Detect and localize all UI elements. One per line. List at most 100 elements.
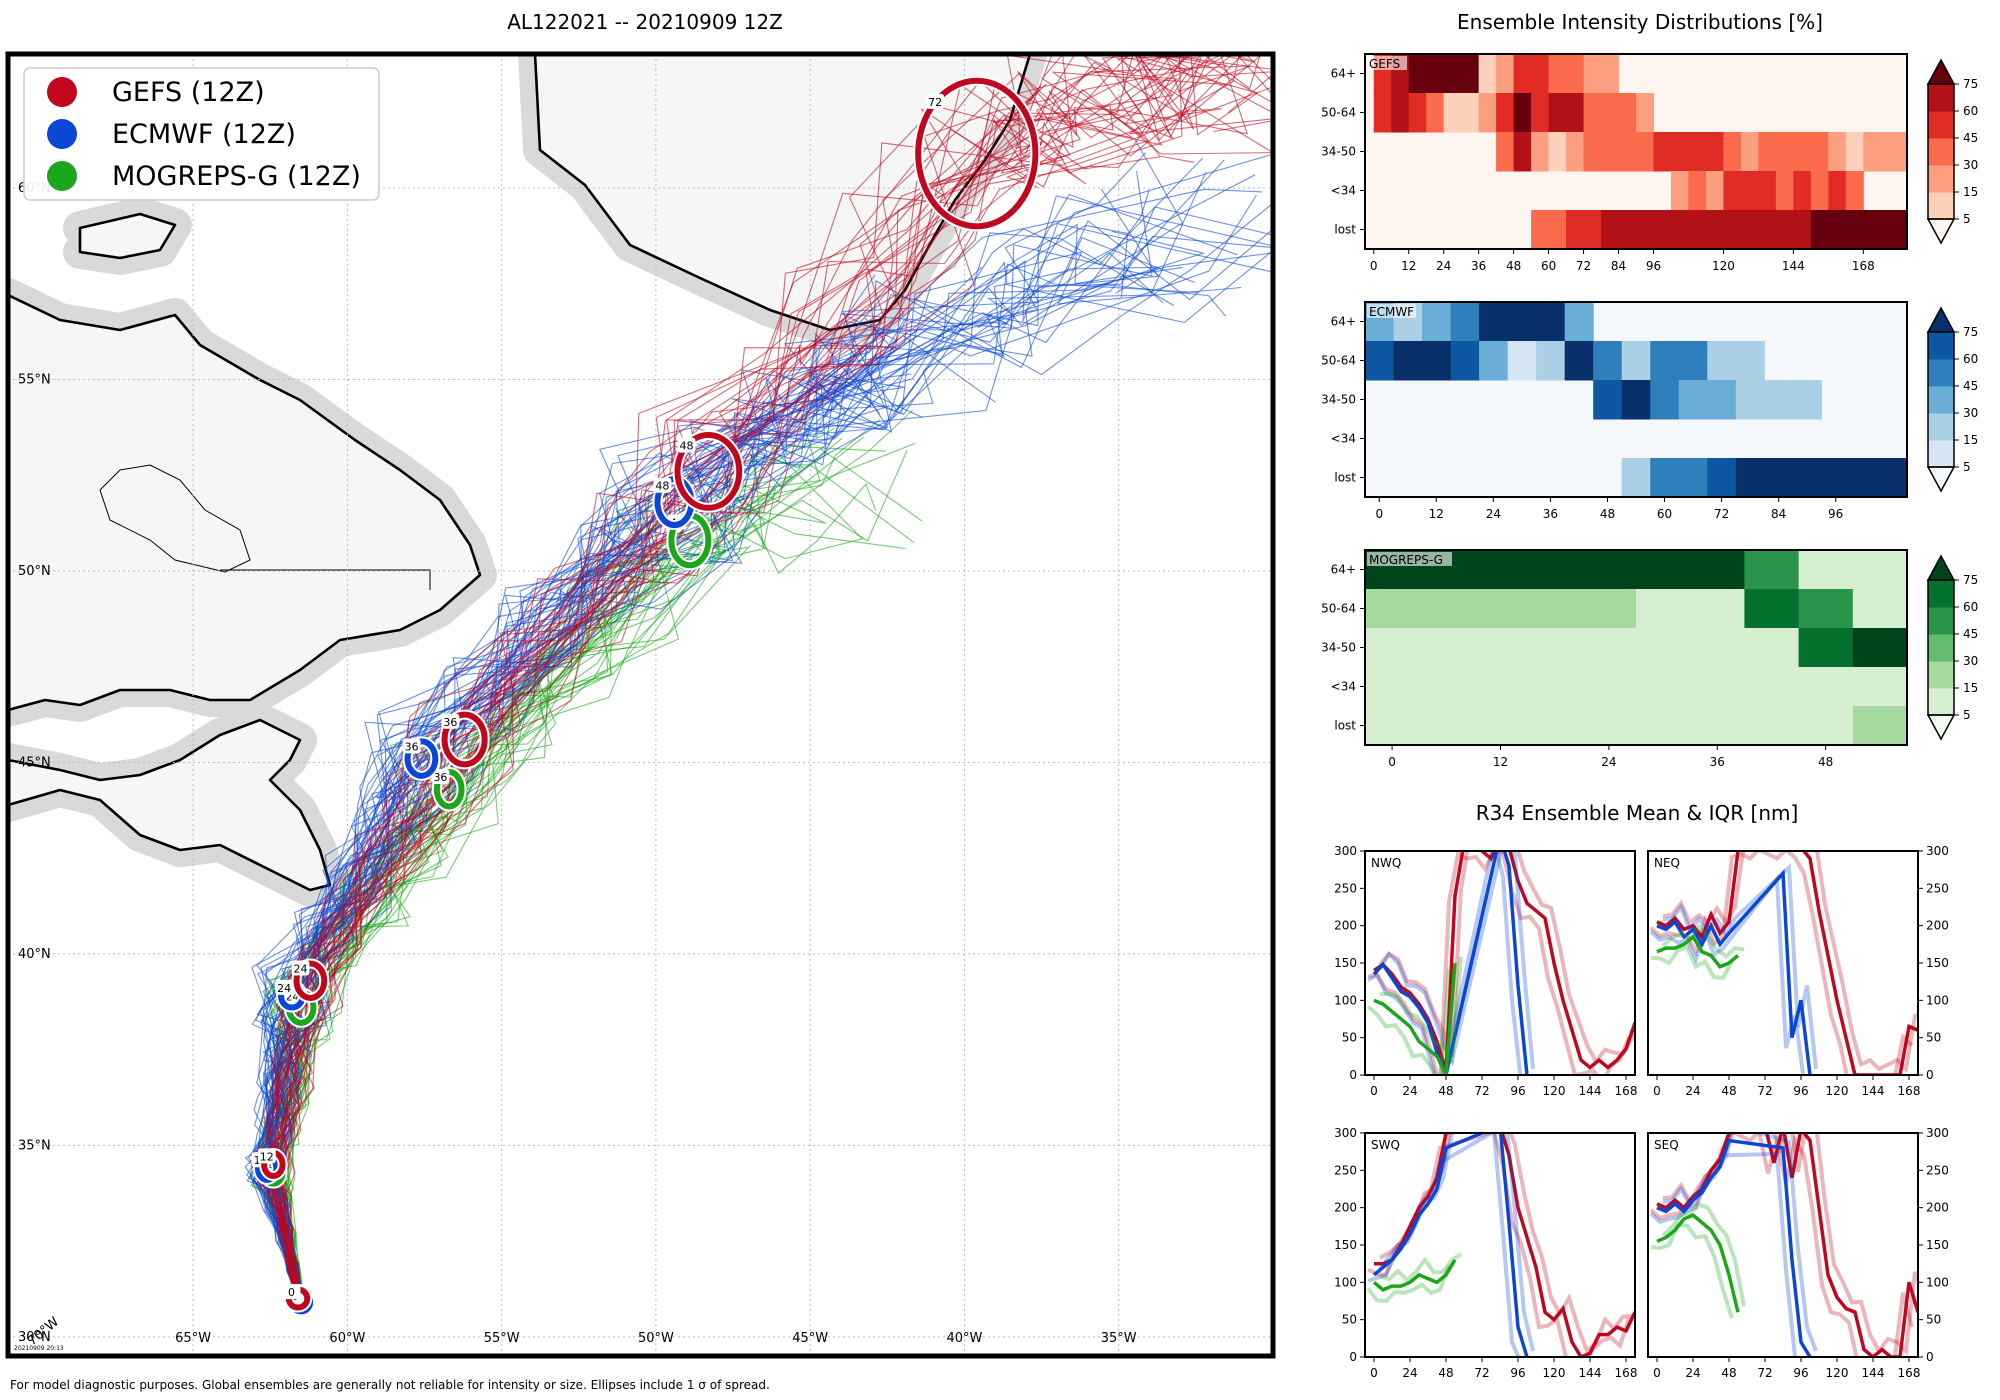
heatmap-cell	[1678, 380, 1737, 420]
heatmap-cell	[1653, 132, 1724, 172]
ellipse-hour-label: 36	[443, 716, 457, 729]
legend-box	[23, 67, 380, 201]
heatmap-cell	[1566, 210, 1602, 250]
y-tick-label: 0	[1349, 1068, 1357, 1082]
track-ellipse	[915, 77, 1039, 230]
r34-panel-background	[1365, 1133, 1635, 1357]
heatmap-cell	[1707, 458, 1737, 498]
r34-iqr-line	[1650, 944, 1734, 980]
x-tick-label: 24	[1601, 755, 1616, 769]
y-tick-label: 250	[1926, 881, 1949, 895]
y-tick-label: 100	[1334, 993, 1357, 1007]
x-tick-label: 60	[1657, 507, 1672, 521]
x-tick-label: 84	[1771, 507, 1786, 521]
heatmap-cell	[1426, 93, 1445, 133]
heatmap-cell	[1707, 341, 1765, 381]
x-tick-label: 144	[1579, 1084, 1602, 1098]
r34-quadrant-label: SWQ	[1371, 1138, 1400, 1152]
track-ellipse	[441, 711, 488, 768]
heatmap-name: MOGREPS-G	[1369, 553, 1443, 567]
heatmap-cell	[1621, 458, 1651, 498]
heatmap-cell	[1513, 93, 1532, 133]
map-axis-labels: 65°W 60°W 55°W 50°W 45°W 40°W 35°W 30°N 35°N 40°N…	[18, 181, 1137, 1346]
lon-label: 50°W	[638, 1331, 674, 1346]
heatmap-cell	[1531, 210, 1567, 250]
province-borders	[99, 464, 431, 590]
x-tick-label: 48	[1721, 1084, 1736, 1098]
ensemble-track-line	[262, 54, 1249, 1299]
colorbar-frame	[1927, 579, 1955, 716]
track-ellipse	[293, 960, 328, 1001]
ensemble-track-line	[276, 54, 1226, 1299]
heatmap-cell	[1688, 171, 1707, 211]
r34-iqr-line	[1366, 851, 1523, 1075]
row-label: 34-50	[1321, 393, 1356, 407]
heatmap-gefs: GEFS 64+ 50-64 34-50 <34 lost 0 12 24 36 48 60 72 84 9…	[1321, 53, 1978, 273]
colorbar-tick-label: 60	[1963, 104, 1978, 118]
legend-mogreps-label: MOGREPS-G (12Z)	[112, 161, 361, 192]
ellipse-hour-label: 12	[260, 1150, 274, 1163]
map-legend: GEFS (12Z) ECMWF (12Z) MOGREPS-G (12Z)	[23, 67, 380, 201]
heatmap-name-bg	[1367, 552, 1452, 566]
row-label: lost	[1334, 719, 1356, 733]
row-label: lost	[1334, 471, 1356, 485]
x-tick-label: 48	[1600, 507, 1615, 521]
lon-label: 40°W	[947, 1331, 983, 1346]
legend-gefs-label: GEFS (12Z)	[112, 77, 265, 108]
heatmap-cell	[1852, 706, 1908, 746]
r34-iqr-line	[1649, 873, 1806, 1075]
heatmap-cell	[1798, 589, 1854, 629]
y-tick-label: 50	[1926, 1313, 1941, 1327]
colorbar-tick-label: 60	[1963, 352, 1978, 366]
x-tick-label: 0	[1388, 755, 1396, 769]
ellipse-hour-label: 24	[277, 982, 291, 995]
y-tick-label: 200	[1926, 919, 1949, 933]
x-tick-label: 24	[1685, 1084, 1700, 1098]
r34-mean-line	[1372, 851, 1529, 1075]
y-tick-label: 250	[1334, 1163, 1357, 1177]
colorbar-extend-top	[1926, 306, 1956, 333]
heatmap-name: ECMWF	[1369, 305, 1414, 319]
x-tick-label: 0	[1370, 1084, 1378, 1098]
row-label: <34	[1331, 680, 1356, 694]
r34-mean-line	[1656, 851, 1918, 1075]
heatmap-cell	[1601, 210, 1707, 250]
row-label: <34	[1331, 184, 1356, 198]
ensemble-track-line	[253, 251, 1164, 1302]
heatmap-mogreps-g: MOGREPS-G 64+ 50-64 34-50 <34 lost 0 12 24 36 48 5 1…	[1321, 549, 1978, 769]
y-tick-label: 100	[1926, 1275, 1949, 1289]
r34-panel-background	[1648, 1133, 1918, 1357]
x-tick-label: 48	[1438, 1084, 1453, 1098]
heatmap-cell	[1845, 171, 1864, 211]
colorbar-tick-label: 15	[1963, 185, 1978, 199]
lat-label: 35°N	[18, 1138, 51, 1153]
y-tick-label: 50	[1342, 1313, 1357, 1327]
heatmap-cell	[1564, 302, 1594, 342]
y-tick-label: 200	[1926, 1201, 1949, 1215]
r34-panel-background	[1365, 851, 1635, 1075]
r34-iqr-line	[1366, 968, 1451, 1075]
heatmap-cell	[1373, 93, 1392, 133]
colorbar-segment	[1928, 192, 1954, 220]
lon-label: 65°W	[175, 1331, 211, 1346]
heatmap-cell	[1513, 54, 1550, 94]
r34-lines	[1366, 1133, 1635, 1357]
heatmap-cell	[1479, 341, 1509, 381]
ensemble-track-line	[265, 54, 1273, 1301]
heatmap-cell	[1845, 132, 1864, 172]
y-tick-label: 250	[1926, 1163, 1949, 1177]
x-tick-label: 120	[1826, 1084, 1849, 1098]
row-label: 64+	[1331, 315, 1356, 329]
x-tick-label: 96	[1828, 507, 1843, 521]
r34-mean-line	[1656, 1213, 1740, 1313]
x-tick-label: 72	[1576, 259, 1591, 273]
heatmap-cell	[1393, 341, 1452, 381]
x-tick-label: 0	[1370, 259, 1378, 273]
ellipse-hour-bg	[282, 1284, 301, 1300]
ensemble-track-line	[274, 54, 1273, 1300]
y-tick-label: 200	[1334, 919, 1357, 933]
ellipse-hour-bg	[441, 713, 460, 729]
x-tick-label: 120	[1543, 1084, 1566, 1098]
r34-iqr-line	[1649, 851, 1914, 1075]
